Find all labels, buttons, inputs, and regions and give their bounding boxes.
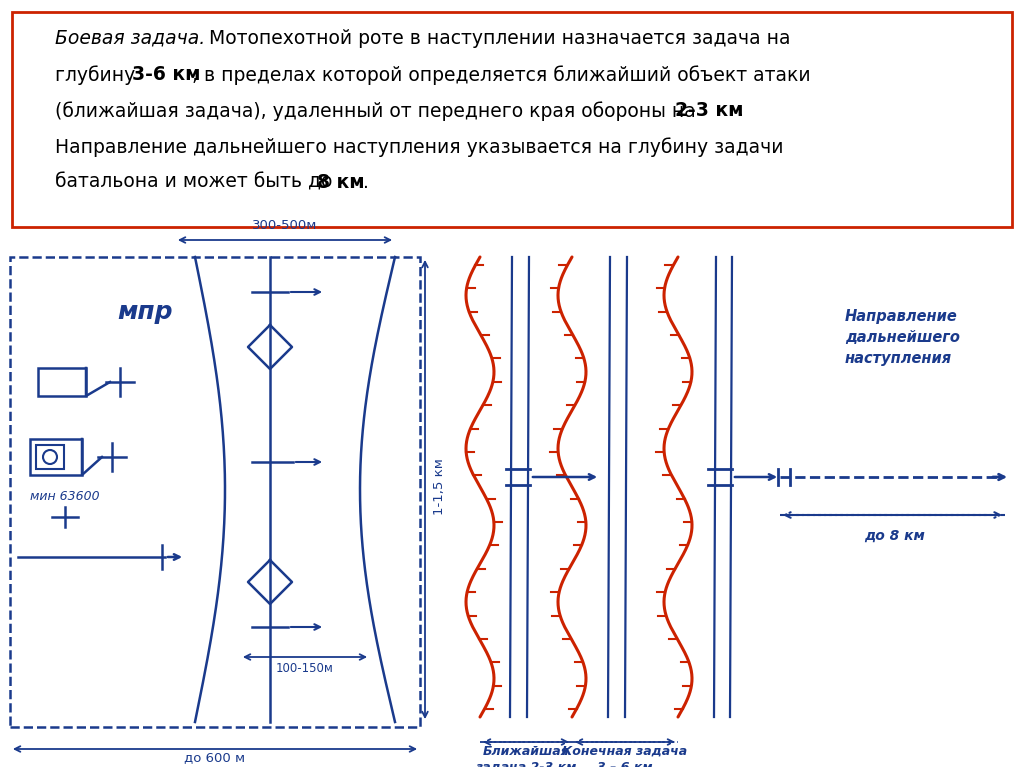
Text: 3-6 км: 3-6 км: [132, 65, 201, 84]
Text: Боевая задача.: Боевая задача.: [55, 29, 205, 48]
Text: 300-500м: 300-500м: [252, 219, 317, 232]
Bar: [10, 257, 420, 727]
Bar: [12, 12, 1012, 227]
Text: , в пределах которой определяется ближайший объект атаки: , в пределах которой определяется ближай…: [193, 65, 811, 84]
Text: до 600 м: до 600 м: [184, 751, 246, 764]
Text: до 8 км: до 8 км: [864, 529, 926, 543]
Text: глубину: глубину: [55, 65, 141, 84]
Text: Ближайшая
задача 2-3 км: Ближайшая задача 2-3 км: [475, 745, 577, 767]
Bar: [30, 439, 82, 475]
Bar: [36, 445, 63, 469]
Text: 8 км: 8 км: [317, 173, 365, 192]
Text: .: .: [362, 173, 369, 192]
Text: 2-3 км: 2-3 км: [675, 101, 743, 120]
Text: .: .: [738, 101, 743, 120]
Text: мин 63600: мин 63600: [30, 491, 99, 503]
Text: мпр: мпр: [118, 300, 173, 324]
Text: Конечная задача
3 – 6 км: Конечная задача 3 – 6 км: [562, 745, 687, 767]
Text: Мотопехотной роте в наступлении назначается задача на: Мотопехотной роте в наступлении назначае…: [203, 29, 791, 48]
Text: 100-150м: 100-150м: [276, 662, 334, 675]
Text: Направление дальнейшего наступления указывается на глубину задачи: Направление дальнейшего наступления указ…: [55, 137, 783, 156]
Bar: [38, 368, 86, 396]
Text: (ближайшая задача), удаленный от переднего края обороны на: (ближайшая задача), удаленный от передне…: [55, 101, 701, 120]
Text: 1-1,5 км: 1-1,5 км: [433, 459, 446, 515]
Text: батальона и может быть до: батальона и может быть до: [55, 173, 338, 192]
Text: Направление
дальнейшего
наступления: Направление дальнейшего наступления: [845, 308, 959, 366]
